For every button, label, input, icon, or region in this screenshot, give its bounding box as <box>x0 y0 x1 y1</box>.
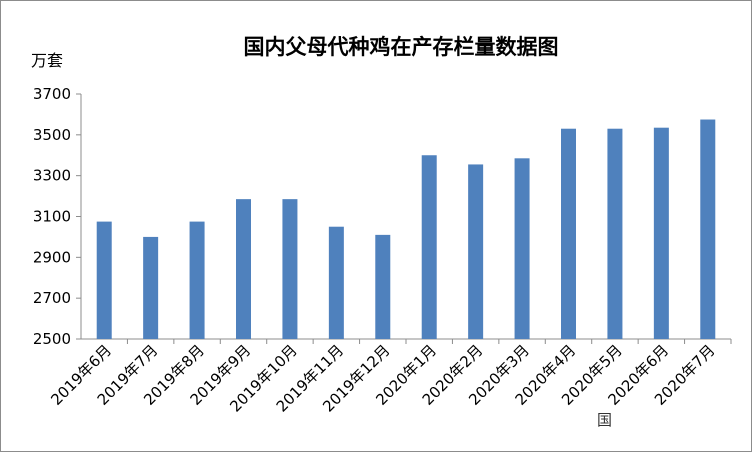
y-tick-label: 3500 <box>33 126 71 144</box>
watermark-text: 国 <box>597 411 613 429</box>
y-axis-unit-label: 万套 <box>31 51 64 70</box>
bar-4 <box>282 199 298 339</box>
bar-7 <box>421 155 437 339</box>
bar-10 <box>561 128 576 339</box>
bar-13 <box>700 119 716 339</box>
bar-6 <box>375 234 391 339</box>
y-tick-label: 3700 <box>33 85 71 103</box>
y-tick-label: 3100 <box>33 208 71 226</box>
chart-title: 国内父母代种鸡在产存栏量数据图 <box>243 35 559 59</box>
bar-8 <box>468 164 484 339</box>
y-tick-label: 2900 <box>33 248 71 266</box>
bar-5 <box>328 226 344 339</box>
bar-1 <box>143 236 159 339</box>
bar-0 <box>96 221 112 339</box>
y-tick-label: 2500 <box>33 330 71 348</box>
bar-2 <box>189 221 205 339</box>
bar-11 <box>607 128 623 339</box>
bar-3 <box>236 199 251 339</box>
bar-9 <box>514 158 530 339</box>
y-tick-label: 3300 <box>33 167 71 185</box>
y-tick-label: 2700 <box>33 289 71 307</box>
bar-12 <box>653 127 669 339</box>
